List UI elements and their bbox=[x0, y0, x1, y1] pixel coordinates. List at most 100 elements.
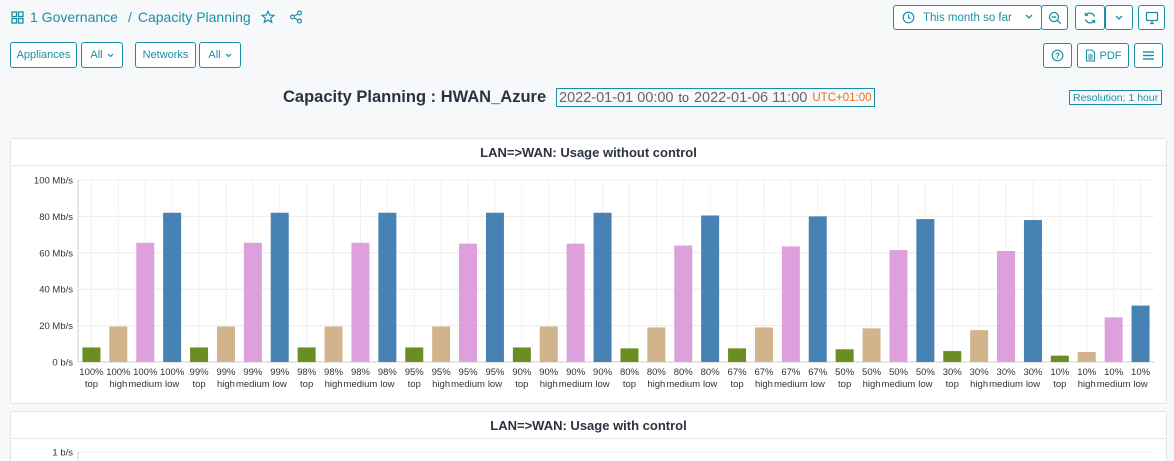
bar-67pct-low bbox=[808, 216, 827, 362]
panel-divider bbox=[11, 438, 1166, 439]
x-tick-label-level: top bbox=[838, 379, 851, 390]
breadcrumb: 1 Governance / Capacity Planning bbox=[10, 6, 303, 28]
y-tick-label: 60 Mb/s bbox=[39, 248, 73, 259]
x-tick-label-percent: 95% bbox=[405, 367, 425, 378]
x-tick-label-level: medium bbox=[559, 379, 593, 390]
x-tick-label-percent: 67% bbox=[728, 367, 748, 378]
timezone-label: UTC+01:00 bbox=[812, 91, 872, 104]
x-tick-label-level: low bbox=[488, 379, 502, 390]
panel-title: LAN=>WAN: Usage without control bbox=[480, 145, 697, 160]
y-tick-label: 1 b/s bbox=[52, 448, 73, 459]
x-tick-label-percent: 98% bbox=[324, 367, 344, 378]
x-tick-label-percent: 10% bbox=[1131, 367, 1151, 378]
x-tick-label-level: high bbox=[1078, 379, 1096, 390]
bar-90pct-high bbox=[539, 326, 558, 362]
bar-50pct-low bbox=[916, 219, 935, 362]
resolution-badge: Resolution: 1 hour bbox=[1069, 90, 1163, 105]
bar-50pct-top bbox=[835, 349, 854, 362]
date-range-to: to bbox=[678, 90, 689, 105]
x-tick-label-level: low bbox=[811, 379, 825, 390]
breadcrumb-root[interactable]: 1 Governance bbox=[30, 9, 118, 25]
share-icon[interactable] bbox=[289, 10, 303, 24]
zoom-out-icon bbox=[1048, 11, 1062, 25]
time-range-label: This month so far bbox=[923, 11, 1012, 24]
bar-80pct-high bbox=[647, 327, 666, 362]
breadcrumb-current: Capacity Planning bbox=[137, 9, 251, 25]
x-tick-label-percent: 10% bbox=[1104, 367, 1124, 378]
x-tick-label-level: high bbox=[755, 379, 773, 390]
bar-99pct-high bbox=[216, 326, 235, 362]
svg-text:?: ? bbox=[1055, 51, 1060, 60]
x-tick-label-level: high bbox=[863, 379, 881, 390]
x-tick-label-level: medium bbox=[344, 379, 378, 390]
star-icon[interactable] bbox=[260, 10, 275, 24]
x-tick-label-percent: 80% bbox=[647, 367, 667, 378]
x-tick-label-level: high bbox=[217, 379, 235, 390]
appliances-filter-label[interactable]: Appliances bbox=[10, 42, 77, 68]
networks-label: Networks bbox=[142, 49, 189, 61]
x-tick-label-level: low bbox=[595, 379, 609, 390]
y-tick-label: 20 Mb/s bbox=[39, 321, 73, 332]
x-tick-label-level: top bbox=[408, 379, 421, 390]
x-tick-label-percent: 100% bbox=[160, 367, 185, 378]
appliances-value: All bbox=[90, 49, 103, 61]
dashboard-grid-icon[interactable] bbox=[10, 10, 24, 24]
x-tick-label-level: medium bbox=[451, 379, 485, 390]
clock-icon bbox=[902, 11, 915, 24]
refresh-button[interactable] bbox=[1075, 5, 1105, 30]
panel-divider bbox=[11, 165, 1166, 166]
zoom-out-button[interactable] bbox=[1041, 5, 1068, 30]
x-tick-label-percent: 98% bbox=[378, 367, 398, 378]
date-range-end: 2022-01-06 11:00 bbox=[693, 89, 808, 106]
bar-10pct-top bbox=[1050, 355, 1069, 362]
time-range-selector[interactable]: This month so far bbox=[893, 5, 1042, 30]
x-tick-label-level: medium bbox=[882, 379, 916, 390]
bar-30pct-high bbox=[970, 330, 989, 362]
menu-button[interactable] bbox=[1134, 43, 1163, 68]
x-tick-label-percent: 99% bbox=[243, 367, 263, 378]
chevron-down-icon bbox=[107, 53, 114, 58]
usage-without-control-chart: 0 b/s 20 Mb/s 40 Mb/s 60 Mb/s 80 Mb/s 100 Mb/… bbox=[34, 176, 1154, 390]
x-tick-label-level: low bbox=[703, 379, 717, 390]
x-tick-label-level: top bbox=[623, 379, 636, 390]
networks-filter-dropdown[interactable]: All bbox=[199, 42, 241, 68]
help-button[interactable]: ? bbox=[1043, 43, 1072, 68]
date-range-start: 2022-01-01 00:00 bbox=[559, 89, 674, 106]
bar-30pct-top bbox=[943, 351, 962, 362]
y-tick-label: 80 Mb/s bbox=[39, 212, 73, 223]
x-tick-label-level: medium bbox=[1097, 379, 1131, 390]
y-tick-label: 100 Mb/s bbox=[34, 176, 73, 187]
networks-filter-label[interactable]: Networks bbox=[135, 42, 196, 68]
networks-value: All bbox=[208, 49, 221, 61]
x-tick-label-level: top bbox=[1053, 379, 1066, 390]
y-tick-label: 40 Mb/s bbox=[39, 285, 73, 296]
bar-95pct-low bbox=[485, 212, 504, 362]
document-icon bbox=[1085, 49, 1096, 62]
pdf-label: PDF bbox=[1099, 49, 1122, 62]
x-tick-label-level: top bbox=[300, 379, 313, 390]
pdf-export-button[interactable]: PDF bbox=[1077, 43, 1129, 68]
x-tick-label-level: top bbox=[192, 379, 205, 390]
x-tick-label-percent: 95% bbox=[485, 367, 505, 378]
x-tick-label-percent: 10% bbox=[1050, 367, 1070, 378]
bar-80pct-top bbox=[620, 348, 639, 362]
bar-95pct-medium bbox=[459, 243, 478, 362]
x-tick-label-percent: 90% bbox=[593, 367, 613, 378]
bar-10pct-high bbox=[1077, 351, 1096, 362]
chevron-down-icon bbox=[225, 53, 232, 58]
bar-90pct-top bbox=[512, 347, 531, 362]
report-title: Capacity Planning : HWAN_Azure bbox=[283, 88, 547, 106]
date-range[interactable]: 2022-01-01 00:00 to 2022-01-06 11:00 UTC… bbox=[556, 88, 875, 107]
x-tick-label-level: medium bbox=[774, 379, 808, 390]
x-tick-label-percent: 50% bbox=[916, 367, 936, 378]
x-tick-label-level: high bbox=[647, 379, 665, 390]
y-tick-label: 0 b/s bbox=[52, 358, 73, 369]
refresh-interval-dropdown[interactable] bbox=[1105, 5, 1133, 30]
report-header: Capacity Planning : HWAN_Azure 2022-01-0… bbox=[0, 86, 1174, 108]
tv-mode-button[interactable] bbox=[1138, 5, 1165, 30]
appliances-filter-dropdown[interactable]: All bbox=[81, 42, 123, 68]
x-tick-label-level: top bbox=[730, 379, 743, 390]
x-tick-label-percent: 50% bbox=[835, 367, 855, 378]
chevron-down-icon bbox=[1115, 15, 1123, 21]
bar-80pct-medium bbox=[674, 245, 693, 362]
